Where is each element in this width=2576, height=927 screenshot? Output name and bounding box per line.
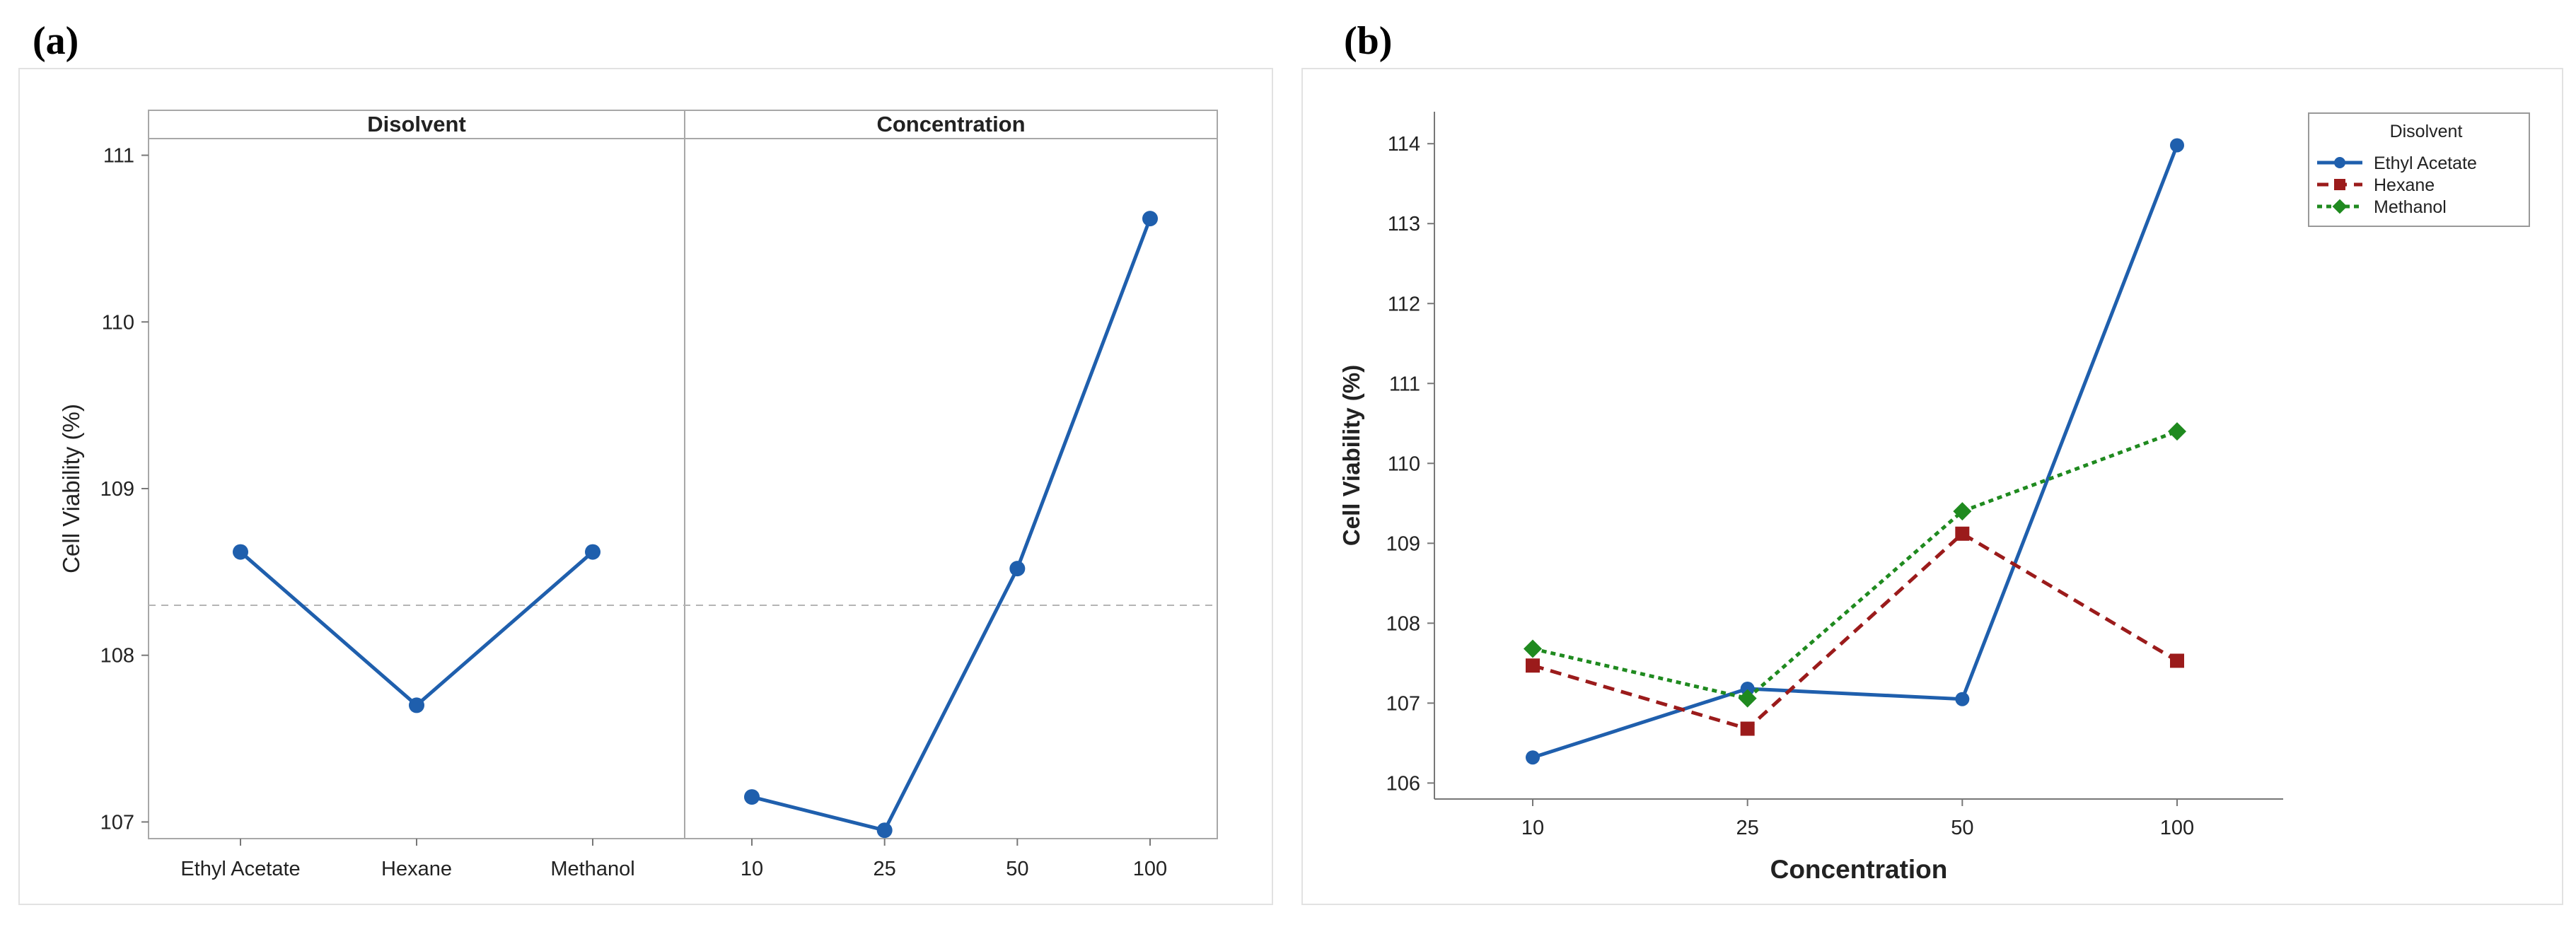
series-ethyl-acetate (1526, 138, 2184, 765)
series-hexane (1526, 526, 2184, 736)
x-tick-label: 10 (1521, 817, 1544, 839)
main-effect-series (233, 544, 601, 713)
x-tick-label: Hexane (381, 858, 452, 880)
series-line (1532, 144, 2179, 759)
legend-marker (2332, 199, 2348, 214)
interaction-chart: 106 107 108 109 110 111 112 113 114 10 25 50 100 Conc… (1338, 112, 2530, 884)
x-tick-label: Ethyl Acetate (180, 858, 300, 880)
data-point (2170, 653, 2184, 668)
y-tick-label: 110 (102, 311, 134, 334)
series-line (1532, 429, 2178, 701)
x-tick-label: Methanol (550, 858, 634, 880)
data-point (1526, 658, 1540, 673)
data-point (1955, 526, 1970, 541)
y-tick-label: 111 (103, 145, 134, 168)
main-effects-chart: 107 108 109 110 111 Cell Viability (%) Disolve… (58, 110, 1218, 880)
legend-label: Hexane (2374, 175, 2435, 195)
series-line (1532, 531, 2178, 731)
interaction-chart-frame: 106 107 108 109 110 111 112 113 114 10 25 50 100 Conc… (1301, 68, 2563, 905)
main-effects-chart-frame: 107 108 109 110 111 Cell Viability (%) Disolve… (18, 68, 1273, 905)
y-tick-label: 108 (1386, 612, 1420, 635)
data-point (1526, 750, 1540, 765)
data-point (1740, 682, 1755, 696)
x-tick-label: 100 (2160, 817, 2194, 839)
data-point (1740, 721, 1755, 736)
x-tick-label: 100 (1133, 858, 1167, 880)
legend-marker (2334, 157, 2345, 168)
x-tick-label: 25 (874, 858, 896, 880)
data-point (1142, 211, 1158, 227)
data-point (1009, 561, 1026, 577)
main-effect-series (744, 211, 1158, 839)
x-tick-label: 50 (1006, 858, 1028, 880)
x-axis-label: Concentration (1770, 855, 1948, 884)
y-tick-label: 113 (1388, 213, 1420, 235)
data-point (2168, 422, 2186, 441)
y-axis-label: Cell Viability (%) (1338, 365, 1364, 546)
legend-marker (2334, 179, 2345, 190)
facet-header-label: Concentration (876, 112, 1025, 136)
panel-b-label: (b) (1344, 19, 1393, 63)
panel-a-label: (a) (33, 19, 79, 63)
y-tick-label: 107 (100, 811, 134, 834)
main-effect-line (751, 218, 1152, 833)
legend-label: Ethyl Acetate (2374, 153, 2477, 173)
y-axis-label: Cell Viability (%) (58, 404, 84, 573)
data-point (585, 544, 601, 560)
y-tick-label: 107 (1386, 692, 1420, 715)
y-tick-label: 111 (1389, 373, 1420, 395)
y-tick-label: 110 (1388, 453, 1420, 475)
facet-header-label: Disolvent (367, 112, 466, 136)
data-point (233, 544, 248, 560)
x-tick-label: 10 (741, 858, 763, 880)
data-point (1738, 689, 1757, 708)
y-tick-label: 108 (100, 645, 134, 667)
data-point (2170, 138, 2184, 153)
plot-area-border (148, 110, 1218, 839)
y-tick-label: 109 (1386, 532, 1420, 555)
x-tick-label: 25 (1736, 817, 1759, 839)
x-tick-label: 50 (1951, 817, 1973, 839)
legend-label: Methanol (2374, 197, 2447, 217)
y-tick-label: 112 (1388, 293, 1420, 315)
data-point (1524, 639, 1542, 658)
data-point (409, 697, 424, 713)
legend-title: Disolvent (2390, 122, 2463, 141)
data-point (744, 789, 760, 805)
y-tick-label: 114 (1388, 133, 1420, 156)
y-tick-label: 109 (100, 478, 134, 501)
y-tick-label: 106 (1386, 772, 1420, 795)
main-effect-line (239, 550, 594, 708)
series-methanol (1524, 422, 2186, 708)
data-point (1953, 502, 1972, 521)
data-point (876, 822, 893, 839)
data-point (1955, 692, 1970, 706)
